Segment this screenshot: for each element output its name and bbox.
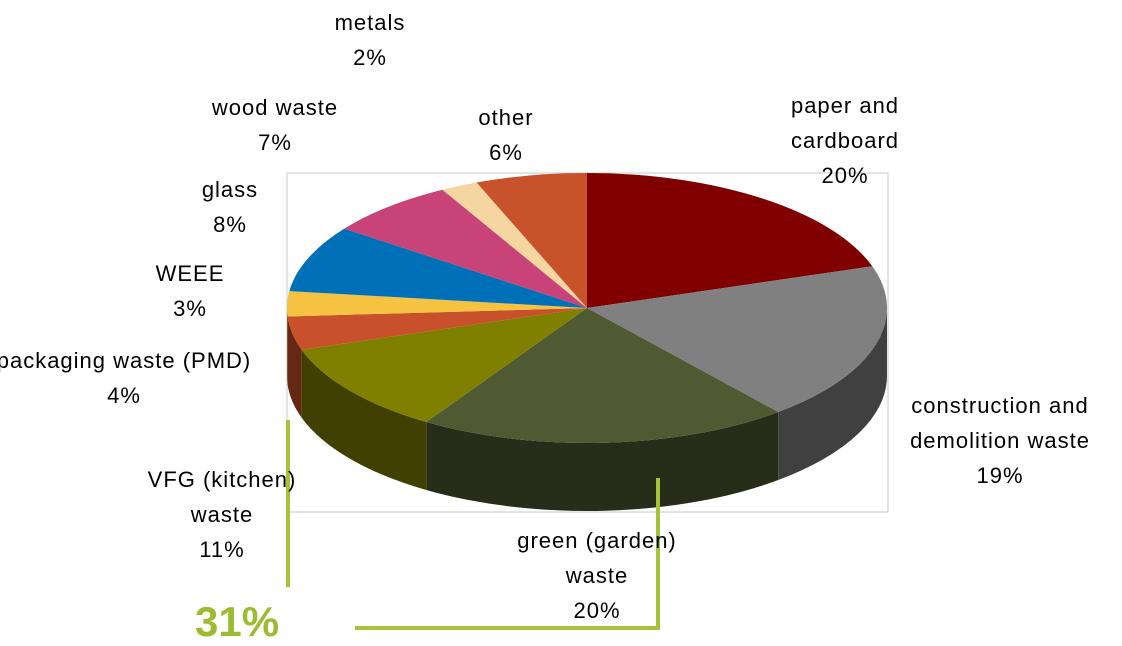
value-label: 6% [489, 140, 523, 165]
bracket [286, 420, 660, 630]
slice-label: green (garden) waste 20% [487, 523, 707, 628]
category-name: green (garden) waste [517, 528, 677, 588]
slice-side [426, 412, 779, 511]
slice-label: WEEE 3% [130, 256, 250, 326]
value-label: 4% [107, 383, 141, 408]
value-label: 7% [258, 130, 292, 155]
slice-label: glass 8% [170, 172, 290, 242]
value-label: 3% [173, 296, 207, 321]
slice-label: other 6% [446, 100, 566, 170]
bracket-line [355, 478, 660, 630]
slice-label: paper and cardboard 20% [750, 88, 940, 193]
category-name: packaging waste (PMD) [0, 348, 252, 373]
slice [587, 173, 873, 308]
value-label: 20% [573, 598, 621, 623]
annotation: 31% [195, 598, 280, 645]
slice [442, 182, 587, 308]
slice [301, 308, 587, 422]
value-label: 19% [976, 463, 1024, 488]
slice-side [778, 308, 887, 481]
slice-side [301, 349, 427, 490]
pie-tops [286, 173, 888, 443]
slice [587, 266, 888, 413]
value-label: 11% [199, 537, 245, 562]
slice-label: packaging waste (PMD) 4% [0, 343, 254, 413]
pie-sides [286, 308, 887, 511]
slice [287, 308, 587, 350]
slice-side [287, 316, 302, 418]
slice [476, 173, 587, 308]
slice [286, 291, 587, 317]
category-name: wood waste [211, 95, 339, 120]
value-label: 2% [353, 45, 387, 70]
category-name: glass [201, 177, 259, 202]
category-name: metals [334, 10, 406, 35]
value-label: 8% [213, 212, 247, 237]
slice-label: VFG (kitchen) waste 11% [137, 462, 307, 567]
slice-label: wood waste 7% [175, 90, 375, 160]
category-name: construction and demolition waste [910, 393, 1090, 453]
category-name: VFG (kitchen) waste [147, 467, 297, 527]
slice-label: construction and demolition waste 19% [880, 388, 1120, 493]
slice-side [286, 308, 288, 385]
category-name: WEEE [155, 261, 225, 286]
slice [426, 308, 779, 443]
category-name: paper and cardboard [790, 93, 900, 153]
slice [344, 189, 587, 308]
slice-label: metals 2% [310, 5, 430, 75]
category-name: other [478, 105, 534, 130]
value-label: 20% [821, 163, 869, 188]
slice [289, 228, 587, 308]
